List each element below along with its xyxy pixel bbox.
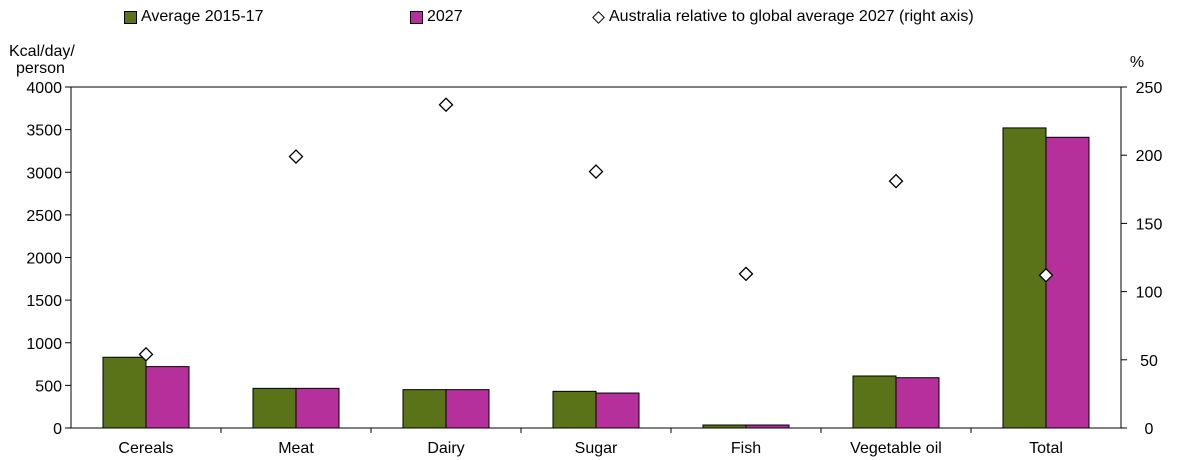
legend-item-2027: 2027 <box>410 8 463 26</box>
category-label: Total <box>1029 440 1063 457</box>
right-axis-tick-label: 0 <box>1145 421 1154 438</box>
diamond-marker <box>1038 267 1054 283</box>
bar-average-2015-17 <box>552 390 597 429</box>
left-axis-tick-label: 1000 <box>26 336 62 353</box>
left-axis-tick-label: 1500 <box>26 293 62 310</box>
right-axis-tick-label: 250 <box>1136 80 1163 97</box>
legend-swatch-average <box>124 10 137 24</box>
diamond-marker <box>288 149 304 164</box>
markers <box>138 97 1054 362</box>
category-label: Dairy <box>427 440 464 457</box>
right-axis: 0 50 100 150 200 250 <box>1121 80 1162 438</box>
bar-average-2015-17 <box>1002 127 1047 429</box>
plot-area-frame <box>70 86 1122 429</box>
left-axis-tick-label: 4000 <box>26 80 62 97</box>
left-axis-tick-label: 3500 <box>26 123 62 140</box>
category-label: Cereals <box>118 440 173 457</box>
bar-2027 <box>895 377 940 429</box>
bar-average-2015-17 <box>402 389 447 429</box>
left-axis-label-line1: Kcal/day/ <box>9 43 75 60</box>
category-label: Sugar <box>575 440 618 457</box>
bar-2027 <box>595 392 640 429</box>
bar-average-2015-17 <box>852 375 897 429</box>
bar-average-2015-17 <box>102 356 147 429</box>
diamond-marker <box>138 346 154 362</box>
right-axis-tick-label: 150 <box>1136 216 1163 233</box>
diamond-marker <box>438 97 454 113</box>
bar-2027 <box>1045 136 1090 429</box>
legend-label-2027: 2027 <box>427 8 463 25</box>
left-axis-tick-label: 2000 <box>26 251 62 268</box>
diamond-marker <box>588 164 604 179</box>
category-label: Fish <box>731 440 761 457</box>
diamond-marker <box>738 266 754 282</box>
bar-2027 <box>295 387 340 429</box>
left-axis-tick-label: 500 <box>35 378 62 395</box>
bars <box>102 127 1090 429</box>
bar-2027 <box>145 366 190 429</box>
left-axis-tick-label: 3000 <box>26 165 62 182</box>
legend-item-average: Average 2015-17 <box>124 8 263 26</box>
legend-label-average: Average 2015-17 <box>141 8 264 25</box>
category-labels: Cereals Meat Dairy Sugar Fish Vegetable oil To… <box>118 428 1063 457</box>
right-axis-label: % <box>1130 54 1144 71</box>
legend-item-australia-relative: Australia relative to global average 202… <box>590 8 974 26</box>
right-axis-tick-label: 50 <box>1140 353 1158 370</box>
left-axis: 0 500 1000 1500 2000 2500 3000 3500 4000 <box>26 80 71 438</box>
diamond-marker <box>888 173 904 189</box>
right-axis-tick-label: 200 <box>1136 148 1163 165</box>
left-axis-tick-label: 2500 <box>26 208 62 225</box>
bar-2027 <box>445 389 490 429</box>
left-axis-label-line2: person <box>16 60 65 77</box>
right-axis-tick-label: 100 <box>1136 285 1163 302</box>
category-label: Meat <box>278 440 314 457</box>
legend-swatch-2027 <box>410 10 423 24</box>
legend-diamond-icon <box>592 10 605 24</box>
left-axis-tick-label: 0 <box>53 421 62 438</box>
legend-label-australia-relative: Australia relative to global average 202… <box>609 8 974 25</box>
category-label: Vegetable oil <box>850 440 942 457</box>
bar-average-2015-17 <box>252 387 297 429</box>
